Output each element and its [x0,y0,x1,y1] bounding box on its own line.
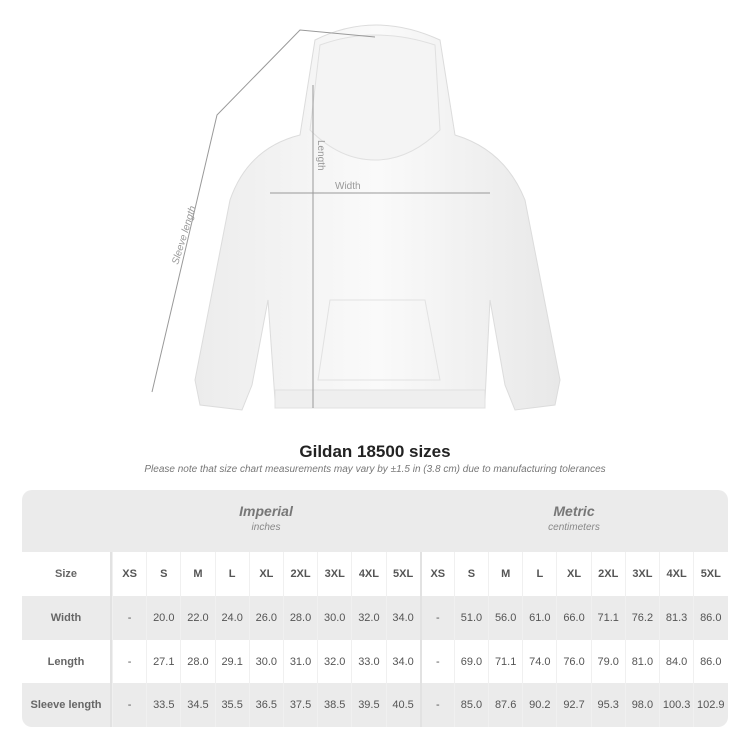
metric-cell: 90.2 [522,683,556,727]
metric-cell: - [419,640,454,683]
table-row: Length -27.1 28.0 29.1 30.0 31.0 32.0 33.0 34.0-… [22,640,728,683]
size-header-row: Size XS S M L XL 2XL 3XL 4XL 5XL XS S M L XL 2XL 3XL 4XL 5… [22,552,728,596]
imperial-cell: 5XL [385,552,420,596]
imperial-cell: 24.0 [214,596,249,640]
metric-cell: 3XL [624,552,659,596]
metric-cell: 98.0 [624,683,659,727]
metric-cell: 92.7 [556,683,590,727]
imperial-cell: L [214,552,249,596]
metric-title: Metric [553,503,595,519]
metric-cell: 61.0 [522,596,556,640]
header-band [22,490,728,552]
metric-cell: 5XL [693,552,727,596]
table-row: Sleeve length -33.5 34.5 35.5 36.5 37.5 38.5 39… [22,683,728,727]
imperial-cell: 22.0 [180,596,214,640]
metric-cell: 69.0 [453,640,488,683]
metric-cell: 87.6 [488,683,522,727]
imperial-cell: S [146,552,180,596]
imperial-cell: 27.1 [146,640,180,683]
imperial-cell: 32.0 [351,596,385,640]
imperial-cell: 2XL [282,552,317,596]
sleeve-line [151,29,376,393]
imperial-cell: 32.0 [317,640,351,683]
metric-cell: 95.3 [590,683,625,727]
imperial-cell: 3XL [317,552,351,596]
metric-cell: 81.0 [624,640,659,683]
metric-cell: 66.0 [556,596,590,640]
metric-cell: 76.0 [556,640,590,683]
metric-cell: 74.0 [522,640,556,683]
row-label: Size [22,552,112,596]
imperial-cell: 34.0 [385,640,420,683]
imperial-title: Imperial [239,503,293,519]
length-label: Length [315,140,326,171]
metric-cell: 4XL [659,552,693,596]
imperial-cell: 34.0 [385,596,420,640]
imperial-cell: 30.0 [248,640,283,683]
imperial-cell: 28.0 [180,640,214,683]
metric-cell: 86.0 [693,596,727,640]
hoodie-diagram: Length Width Sleeve length [151,24,561,411]
metric-cell: 84.0 [659,640,693,683]
page-title: Gildan 18500 sizes [299,442,451,461]
metric-unit: centimeters [548,522,600,533]
metric-cell: 71.1 [590,596,625,640]
size-table: Imperial inches Metric centimeters Size X… [22,490,728,727]
metric-cell: 81.3 [659,596,693,640]
metric-cell: 86.0 [693,640,727,683]
imperial-cell: 20.0 [146,596,180,640]
metric-cell: 102.9 [693,683,727,727]
metric-cell: XL [556,552,590,596]
metric-cell: 51.0 [453,596,488,640]
metric-cell: L [522,552,556,596]
row-label: Sleeve length [22,683,112,727]
imperial-cell: 29.1 [214,640,249,683]
imperial-cell: 37.5 [282,683,317,727]
metric-cell: 79.0 [590,640,625,683]
imperial-cell: 40.5 [385,683,420,727]
metric-cell: - [419,683,454,727]
imperial-cell: 33.5 [146,683,180,727]
imperial-cell: 36.5 [248,683,283,727]
row-band [22,683,728,727]
row-label: Length [22,640,112,683]
imperial-unit: inches [251,522,281,533]
tolerance-note: Please note that size chart measurements… [144,464,606,475]
imperial-cell: - [112,640,146,683]
imperial-cell: 33.0 [351,640,385,683]
metric-cell: 71.1 [488,640,522,683]
metric-cell: XS [419,552,454,596]
metric-cell: S [453,552,488,596]
imperial-cell: 28.0 [282,596,317,640]
imperial-cell: XL [248,552,283,596]
row-band [22,596,728,640]
imperial-cell: 30.0 [317,596,351,640]
imperial-cell: 39.5 [351,683,385,727]
metric-cell: - [419,596,454,640]
row-label: Width [22,596,112,640]
imperial-cell: 34.5 [180,683,214,727]
imperial-cell: 38.5 [317,683,351,727]
sleeve-label: Sleeve length [170,204,198,266]
imperial-cell: - [112,683,146,727]
metric-header: Metric centimeters [420,490,728,552]
table-row: Width -20.0 22.0 24.0 26.0 28.0 30.0 32.0 34.0-5… [22,596,728,640]
hoodie-image [194,24,561,411]
metric-cell: 100.3 [659,683,693,727]
imperial-cell: 31.0 [282,640,317,683]
imperial-cell: 26.0 [248,596,283,640]
imperial-cell: - [112,596,146,640]
imperial-header: Imperial inches [112,490,420,552]
metric-cell: M [488,552,522,596]
imperial-cell: 35.5 [214,683,249,727]
metric-cell: 85.0 [453,683,488,727]
imperial-cell: XS [112,552,146,596]
metric-cell: 56.0 [488,596,522,640]
width-label: Width [335,181,361,192]
metric-cell: 2XL [590,552,625,596]
metric-cell: 76.2 [624,596,659,640]
imperial-cell: 4XL [351,552,385,596]
imperial-cell: M [180,552,214,596]
